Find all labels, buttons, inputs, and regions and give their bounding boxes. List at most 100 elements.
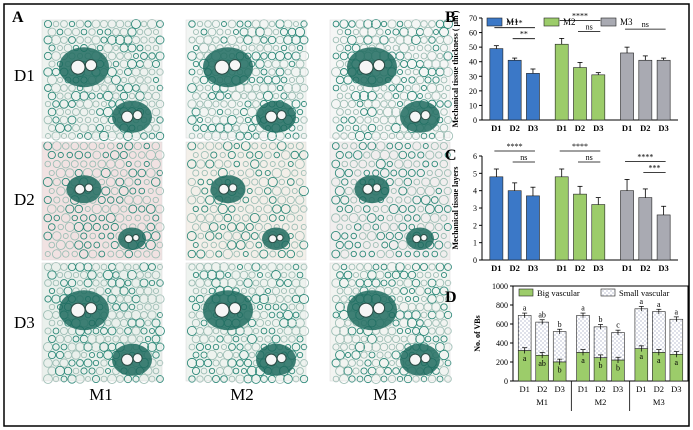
micrograph-grid [41,18,454,385]
y-tick-label: 6 [473,152,477,161]
y-tick-label: 5 [473,169,477,178]
y-tick-label: 4 [473,187,477,196]
letter-total: b [558,320,562,329]
legend-swatch-m2 [543,17,560,27]
vessel [70,302,86,318]
x-tick-label: D3 [671,384,681,394]
vessel [372,59,386,72]
x-tick-label: D1 [519,384,529,394]
vessel [121,110,134,123]
bar-m2-d2 [573,67,587,121]
x-tick-label: D2 [509,263,519,273]
x-tick-label: D1 [557,263,567,273]
bar-m2-d1 [554,43,569,121]
x-tick-label: D3 [554,384,564,394]
x-tick-label: D1 [622,123,632,133]
x-tick-label: D3 [658,263,668,273]
letter-total: a [581,304,585,313]
micrograph-d3-m1 [41,261,165,385]
bar-m2-d1 [554,176,569,261]
significance-label: **** [507,142,523,151]
bar-m3-d1 [620,52,634,121]
vessel [412,234,422,244]
y-tick-label: 3 [473,204,477,213]
bar-small-m2-d2 [593,326,608,359]
col-label-m2: M2 [230,385,254,404]
letter-total: c [616,321,620,330]
vessel [218,183,230,195]
vessel [70,59,86,75]
x-tick-label: D2 [575,123,585,133]
legend-swatch-big [518,288,534,297]
y-tick-label: 0 [504,377,508,386]
significance-label: **** [572,11,588,20]
bar-small-m3-d2 [652,311,666,353]
significance-label: **** [572,142,588,151]
vessel [132,234,140,242]
significance-label: ns [520,153,527,162]
legend-swatch-m1 [486,17,503,27]
significance-label: ns [586,153,593,162]
micrograph-d3-m2 [185,262,310,384]
vessel [124,234,134,244]
micrograph-frame [329,19,451,139]
significance-label: **** [507,19,523,28]
y-tick-label: 30 [469,72,477,81]
y-tick-label: 800 [496,301,508,310]
legend-label-m1: M1 [506,17,519,27]
micrograph-frame [329,262,451,382]
chart-d: 0 200 400 600 800 1000 No. of VBs Big vascular S… [473,282,689,411]
col-label-m1: M1 [89,385,113,404]
bar-m2-d3 [591,74,606,121]
letter-total: a [640,297,644,306]
bar-m1-d1 [489,48,504,121]
group-label-m3: M3 [653,397,665,407]
x-tick-label: D1 [491,263,501,273]
group-label-m2: M2 [595,397,607,407]
bar-m1-d3 [526,73,540,121]
vessel [214,302,230,318]
x-tick-label: D3 [593,263,603,273]
row-labels: D1 D2 D3 [14,66,35,332]
vessel [228,302,242,315]
legend-label-m2: M2 [563,17,576,27]
vessel [265,353,278,366]
x-tick-label: D3 [658,123,668,133]
legend-swatch-m3 [600,17,617,27]
vessel [265,110,278,123]
y-tick-label: 40 [469,58,477,67]
panel-b-letter: B [445,9,456,26]
x-tick-label: D2 [640,123,650,133]
x-tick-label: D2 [654,384,664,394]
vessel [276,110,287,121]
significance-label: *** [648,163,660,172]
bar-small-m1-d3 [552,331,567,363]
micrograph-d2-m1 [41,141,165,261]
vessel [276,353,287,364]
y-axis-label: Mechanical tissue thickness ( μm ) [451,10,460,127]
bar-small-m3-d3 [669,318,684,355]
legend-label-m3: M3 [620,17,633,27]
vessel [84,183,94,193]
vessel [121,353,134,366]
vessel [420,353,431,364]
vessel [132,110,143,121]
micrograph-d3-m3 [329,261,453,384]
bar-small-m2-d1 [576,315,590,353]
y-tick-label: 1 [473,239,477,248]
bar-m3-d1 [620,190,634,261]
micrograph-frame [41,262,163,382]
panel-d-letter: D [445,289,457,306]
y-tick-label: 70 [469,14,477,23]
y-tick-label: 0 [473,256,477,265]
letter-total: a [523,304,527,313]
y-tick-label: 20 [469,87,477,96]
micrograph-cells [186,262,310,384]
vessel [84,302,98,315]
x-tick-label: D1 [557,123,567,133]
letter-big: b [599,361,603,370]
vessel [228,59,242,72]
group-label-m1: M1 [536,397,548,407]
micrograph-d1-m3 [329,19,454,142]
legend-label-small: Small vascular [619,288,669,298]
